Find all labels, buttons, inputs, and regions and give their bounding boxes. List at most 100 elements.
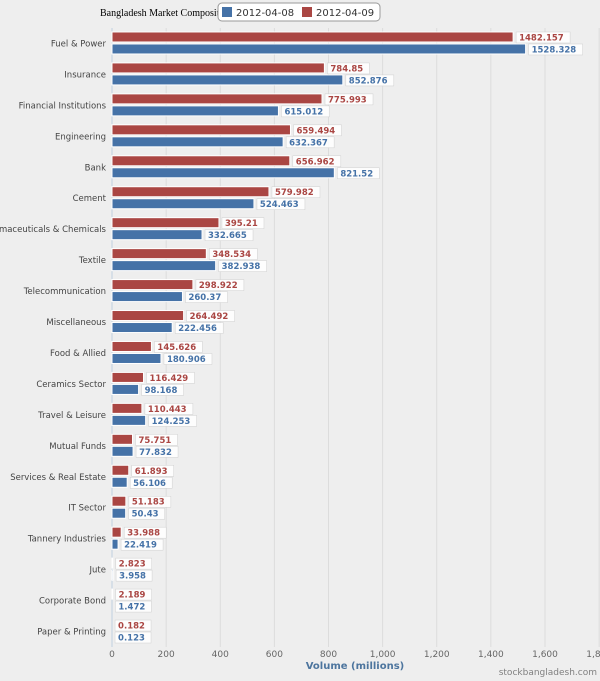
- category-label: Insurance: [64, 70, 106, 80]
- legend-swatch: [302, 7, 312, 17]
- x-tick-label: 800: [320, 650, 337, 660]
- data-label-box: [324, 93, 374, 106]
- data-label-box: [154, 341, 203, 353]
- bar-2012-04-09: [111, 340, 152, 352]
- category-label: Travel & Leisure: [37, 411, 106, 421]
- bar-2012-04-09: [111, 526, 122, 538]
- bar-2012-04-08: [111, 414, 147, 426]
- data-label: 0.123: [118, 634, 145, 644]
- data-label-box: [141, 384, 184, 396]
- data-label-box: [221, 217, 265, 229]
- data-label: 298.922: [199, 281, 238, 291]
- category-label: Engineering: [55, 132, 106, 142]
- bar-2012-04-08: [111, 352, 162, 364]
- legend-item: 2012-04-09: [316, 8, 374, 19]
- bar-2012-04-08: [111, 260, 217, 272]
- data-label-box: [327, 62, 370, 75]
- bar-2012-04-08: [111, 538, 119, 550]
- bar-2012-04-09: [111, 93, 323, 105]
- data-label: 659.494: [296, 126, 335, 136]
- data-label: 579.982: [275, 188, 314, 198]
- data-label-box: [256, 198, 306, 210]
- data-label-box: [120, 538, 164, 551]
- data-label: 264.492: [190, 312, 229, 322]
- x-tick-label: 200: [158, 650, 175, 660]
- bar-2012-04-08: [111, 383, 140, 395]
- bar-2012-04-08: [111, 43, 527, 55]
- data-label: 524.463: [260, 200, 299, 210]
- data-label-box: [115, 569, 153, 582]
- category-label: Mutual Funds: [49, 442, 106, 452]
- data-label: 3.958: [119, 572, 146, 582]
- legend[interactable]: 2012-04-08 2012-04-09: [217, 2, 381, 22]
- data-label-box: [114, 631, 152, 644]
- data-label: 61.893: [135, 467, 168, 477]
- legend-box: [217, 2, 381, 22]
- data-label-box: [293, 124, 342, 137]
- bar-2012-04-09: [111, 371, 145, 383]
- data-label-box: [337, 167, 380, 180]
- data-label-box: [281, 105, 330, 118]
- data-label-box: [292, 155, 342, 168]
- bar-2012-04-09: [111, 186, 270, 198]
- category-label: Bank: [85, 163, 106, 173]
- data-label: 145.626: [157, 343, 196, 353]
- data-label-box: [135, 434, 178, 446]
- data-label-box: [271, 186, 321, 198]
- data-label-box: [204, 229, 254, 241]
- chart-title: Bangladesh Market Composition: [100, 8, 232, 19]
- category-label: Financial Institutions: [19, 101, 107, 111]
- data-label-box: [114, 619, 152, 632]
- data-label-box: [146, 372, 195, 384]
- bar-2012-04-09: [111, 464, 130, 476]
- bar-2012-04-08: [111, 445, 134, 457]
- legend-swatch: [222, 7, 232, 17]
- data-label: 22.419: [124, 541, 157, 551]
- data-label: 348.534: [212, 250, 251, 260]
- x-axis-label: Volume (millions): [306, 661, 405, 672]
- bar-2012-04-08: [111, 229, 203, 241]
- data-label-box: [115, 588, 152, 601]
- data-label: 180.906: [167, 355, 206, 365]
- data-label-box: [515, 31, 571, 44]
- bar-2012-04-09: [111, 557, 114, 569]
- data-label-box: [195, 279, 245, 291]
- category-label: Food & Allied: [50, 349, 106, 359]
- credit-link[interactable]: stockbangladesh.com: [499, 668, 597, 678]
- x-tick-label: 0: [109, 650, 115, 660]
- bar-2012-04-09: [111, 124, 291, 136]
- data-label: 33.988: [127, 529, 160, 539]
- bar-2012-04-09: [111, 62, 325, 74]
- bar-2012-04-09: [111, 279, 194, 291]
- data-label-box: [209, 248, 258, 260]
- data-label: 615.012: [284, 107, 323, 117]
- bar-2012-04-09: [111, 155, 291, 167]
- bar-2012-04-08: [111, 198, 255, 210]
- category-label: Telecommunication: [23, 287, 106, 297]
- data-label: 656.962: [296, 157, 335, 167]
- data-label: 51.183: [132, 498, 165, 508]
- bar-2012-04-09: [111, 217, 220, 229]
- bar-2012-04-08: [111, 105, 279, 117]
- data-label: 260.37: [188, 293, 221, 303]
- data-label: 50.43: [132, 510, 159, 520]
- data-label-box: [185, 291, 228, 303]
- data-label-box: [186, 310, 235, 322]
- data-label-box: [163, 353, 213, 365]
- x-tick-label: 1,400: [478, 650, 504, 660]
- data-label-box: [128, 495, 172, 508]
- category-label: IT Sector: [68, 504, 106, 514]
- category-label: Pharmaceuticals & Chemicals: [0, 225, 107, 235]
- category-label: Services & Real Estate: [10, 473, 106, 483]
- bar-2012-04-08: [111, 74, 344, 86]
- data-label-box: [528, 43, 583, 56]
- data-label: 632.367: [289, 138, 328, 148]
- bar-2012-04-09: [111, 310, 185, 322]
- data-label: 821.52: [340, 169, 373, 179]
- category-label: Corporate Bond: [39, 597, 106, 607]
- data-label: 116.429: [150, 374, 189, 384]
- data-label: 784.85: [330, 64, 363, 74]
- data-label: 75.751: [139, 436, 172, 446]
- data-label: 124.253: [152, 417, 191, 427]
- data-label: 775.993: [328, 95, 367, 105]
